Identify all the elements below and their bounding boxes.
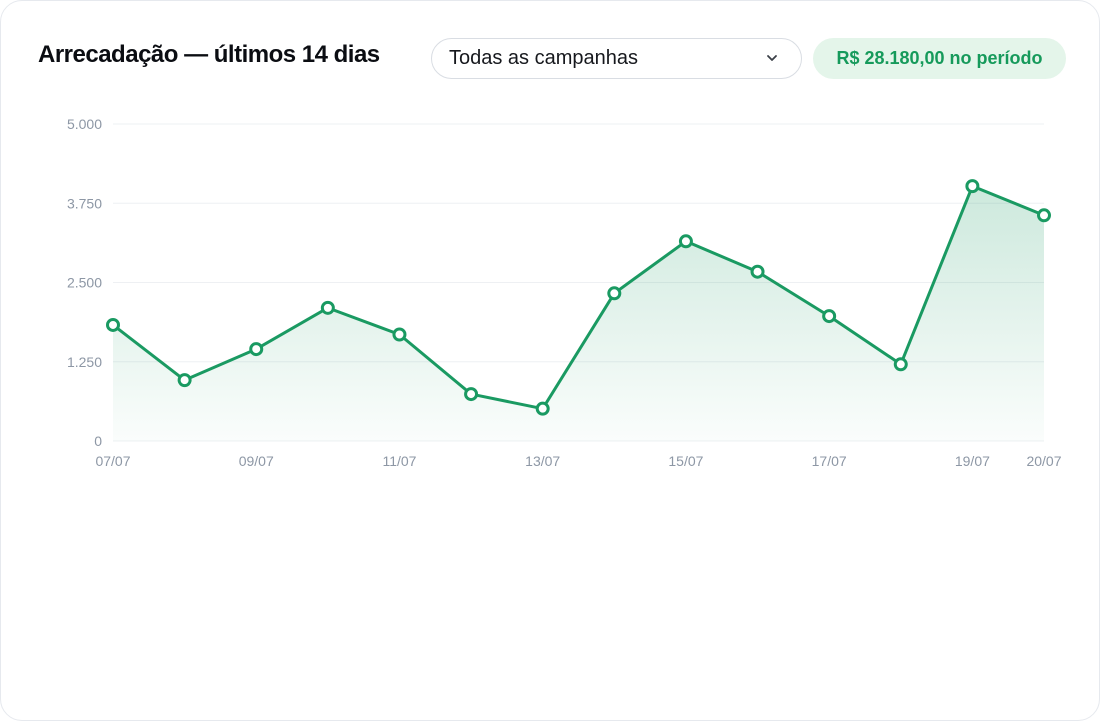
x-tick-label: 19/07 bbox=[955, 453, 990, 469]
y-tick-label: 5.000 bbox=[67, 116, 102, 132]
data-point[interactable] bbox=[177, 373, 192, 388]
data-point[interactable] bbox=[607, 286, 622, 301]
campaign-select-value: Todas as campanhas bbox=[449, 47, 639, 69]
y-tick-label: 2.500 bbox=[67, 275, 102, 291]
series-line bbox=[111, 184, 1046, 411]
data-point[interactable] bbox=[1037, 208, 1051, 223]
y-tick-label: 1.250 bbox=[67, 354, 102, 370]
data-point[interactable] bbox=[822, 309, 837, 324]
data-point[interactable] bbox=[965, 179, 980, 194]
x-tick-label: 11/07 bbox=[382, 453, 416, 469]
x-tick-label: 20/07 bbox=[1026, 453, 1061, 469]
series-area bbox=[113, 186, 1044, 441]
data-point[interactable] bbox=[535, 401, 550, 416]
x-tick-label: 15/07 bbox=[668, 453, 703, 469]
campaign-select[interactable]: Todas as campanhas bbox=[431, 38, 802, 79]
period-total-badge: R$ 28.180,00 no período bbox=[813, 38, 1066, 79]
x-tick-label: 17/07 bbox=[812, 453, 847, 469]
chart-title: Arrecadação — últimos 14 dias bbox=[38, 41, 380, 68]
x-tick-label: 07/07 bbox=[95, 453, 130, 469]
data-point[interactable] bbox=[392, 327, 407, 342]
data-point[interactable] bbox=[464, 387, 479, 402]
data-point[interactable] bbox=[320, 300, 335, 315]
data-point[interactable] bbox=[750, 264, 765, 279]
x-tick-label: 13/07 bbox=[525, 453, 560, 469]
data-point[interactable] bbox=[106, 317, 120, 332]
data-point[interactable] bbox=[893, 357, 908, 372]
y-tick-label: 0 bbox=[94, 433, 102, 449]
data-point[interactable] bbox=[249, 342, 264, 357]
chevron-down-icon bbox=[767, 55, 777, 61]
data-point[interactable] bbox=[678, 234, 693, 249]
x-tick-label: 09/07 bbox=[239, 453, 274, 469]
y-tick-label: 3.750 bbox=[67, 195, 102, 211]
